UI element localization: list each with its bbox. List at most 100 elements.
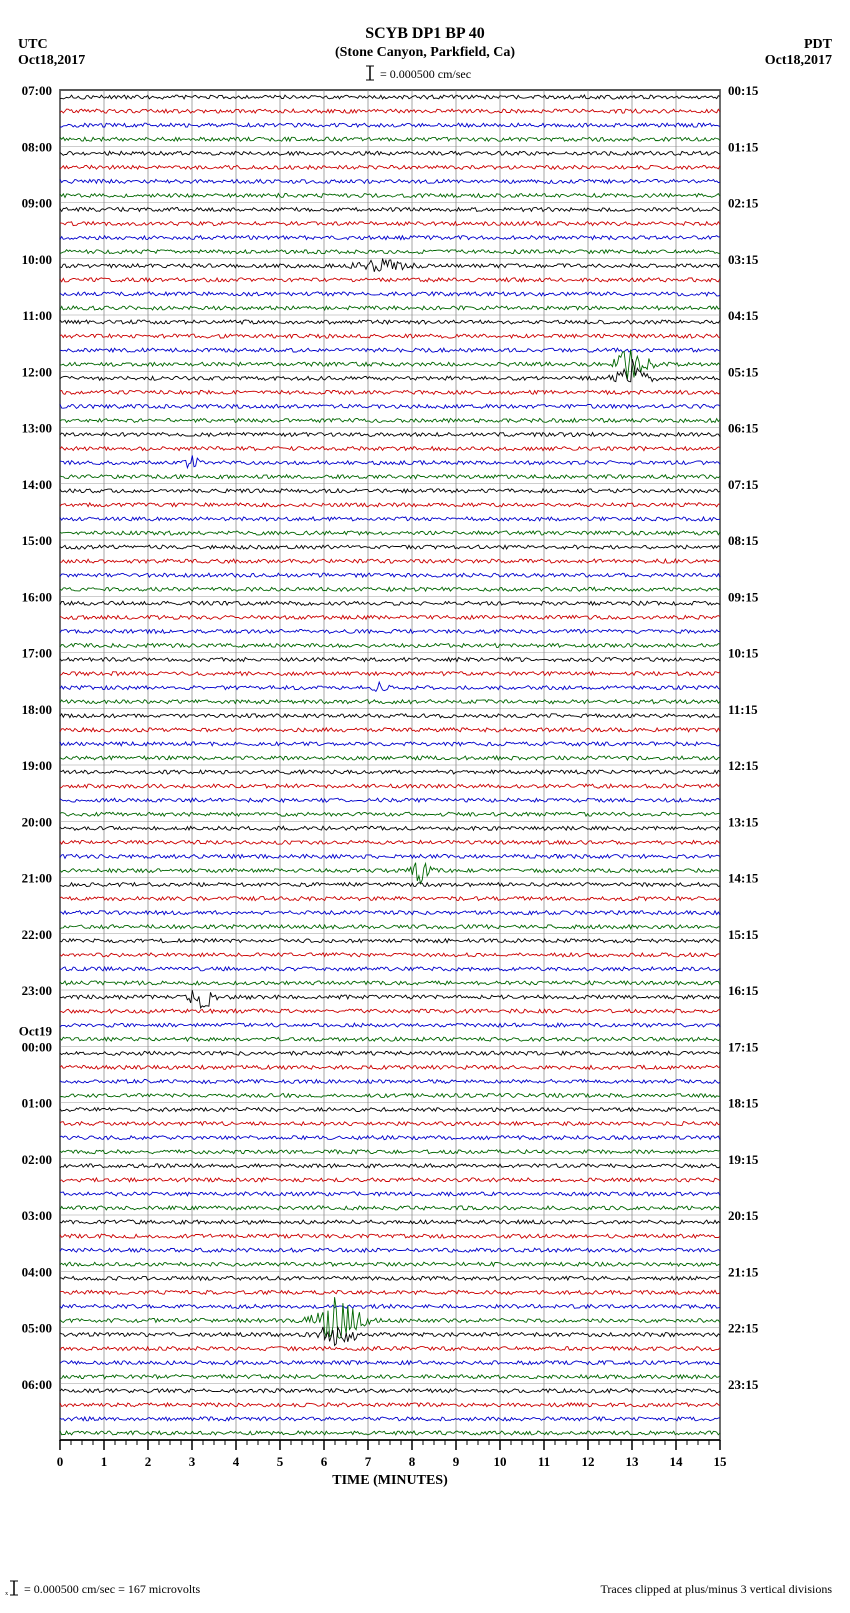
hour-label-right: 00:15 [728, 83, 759, 98]
trace [60, 109, 720, 113]
hour-label-left: 13:00 [22, 421, 52, 436]
x-tick-label: 1 [101, 1454, 108, 1469]
hour-label-left: 11:00 [22, 308, 52, 323]
hour-label-left: 06:00 [22, 1377, 52, 1392]
trace [60, 1023, 720, 1027]
trace [60, 1136, 720, 1140]
x-tick-label: 11 [538, 1454, 550, 1469]
trace [60, 1150, 720, 1154]
trace [60, 1248, 720, 1252]
trace [60, 1220, 720, 1224]
trace [60, 348, 720, 352]
hour-label-right: 22:15 [728, 1321, 759, 1336]
trace [60, 682, 720, 691]
hour-label-right: 19:15 [728, 1152, 759, 1167]
hour-label-right: 12:15 [728, 758, 759, 773]
trace [60, 1164, 720, 1168]
footer-right: Traces clipped at plus/minus 3 vertical … [600, 1582, 832, 1596]
trace [60, 1037, 720, 1041]
trace [60, 1347, 720, 1351]
x-axis-label: TIME (MINUTES) [332, 1473, 448, 1488]
trace [60, 1079, 720, 1083]
hour-label-right: 06:15 [728, 421, 759, 436]
trace [60, 1361, 720, 1365]
trace [60, 658, 720, 662]
trace [60, 840, 720, 844]
trace [60, 1375, 720, 1379]
x-tick-label: 4 [233, 1454, 240, 1469]
hour-label-right: 15:15 [728, 927, 759, 942]
trace [60, 292, 720, 296]
trace [60, 784, 720, 788]
hour-label-left: 18:00 [22, 702, 52, 717]
trace [60, 359, 720, 382]
trace [60, 1192, 720, 1196]
x-tick-label: 13 [626, 1454, 640, 1469]
trace [60, 1009, 720, 1013]
trace [60, 390, 720, 394]
hour-label-right: 04:15 [728, 308, 759, 323]
hour-label-left: 16:00 [22, 589, 52, 604]
trace [60, 1417, 720, 1421]
trace [60, 517, 720, 521]
trace [60, 1389, 720, 1393]
hour-label-left: 20:00 [22, 814, 52, 829]
trace [60, 250, 720, 254]
trace [60, 1431, 720, 1435]
trace [60, 208, 720, 212]
hour-label-right: 16:15 [728, 983, 759, 998]
x-tick-label: 12 [582, 1454, 595, 1469]
hour-label-left: 12:00 [22, 364, 52, 379]
hour-label-left: 08:00 [22, 139, 52, 154]
hour-label-right: 18:15 [728, 1096, 759, 1111]
trace [60, 981, 720, 985]
trace [60, 123, 720, 127]
hour-label-right: 07:15 [728, 477, 759, 492]
hour-label-right: 09:15 [728, 589, 759, 604]
trace [60, 615, 720, 619]
trace [60, 419, 720, 423]
hour-label-left: 23:00 [22, 983, 52, 998]
trace [60, 222, 720, 226]
hour-label-right: 08:15 [728, 533, 759, 548]
tz-right: PDT [804, 37, 833, 52]
trace [60, 770, 720, 774]
trace [60, 1234, 720, 1238]
trace [60, 925, 720, 929]
x-tick-label: 15 [714, 1454, 728, 1469]
hour-label-right: 14:15 [728, 871, 759, 886]
hour-label-right: 11:15 [728, 702, 758, 717]
trace [60, 1065, 720, 1069]
footer-left: = 0.000500 cm/sec = 167 microvolts [24, 1582, 201, 1596]
date-right: Oct18,2017 [765, 53, 832, 68]
trace [60, 531, 720, 535]
trace [60, 728, 720, 732]
x-tick-label: 2 [145, 1454, 152, 1469]
date-left: Oct18,2017 [18, 53, 85, 68]
hour-label-right: 20:15 [728, 1208, 759, 1223]
svg-text:ₓ: ₓ [5, 1586, 8, 1597]
trace [60, 953, 720, 957]
trace [60, 863, 720, 884]
hour-label-right: 17:15 [728, 1039, 759, 1054]
trace [60, 559, 720, 563]
trace [60, 629, 720, 633]
hour-label-left: 04:00 [22, 1264, 52, 1279]
trace [60, 258, 720, 271]
trace [60, 1178, 720, 1182]
scale-label: = 0.000500 cm/sec [380, 67, 471, 81]
hour-label-right: 01:15 [728, 139, 759, 154]
x-tick-label: 0 [57, 1454, 64, 1469]
trace [60, 447, 720, 451]
hour-label-left: 21:00 [22, 871, 52, 886]
x-tick-label: 6 [321, 1454, 328, 1469]
trace [60, 812, 720, 816]
trace [60, 95, 720, 99]
trace [60, 798, 720, 802]
trace [60, 587, 720, 591]
hour-label-right: 23:15 [728, 1377, 759, 1392]
trace [60, 1094, 720, 1098]
trace [60, 1403, 720, 1407]
trace [60, 1297, 720, 1338]
trace [60, 883, 720, 887]
